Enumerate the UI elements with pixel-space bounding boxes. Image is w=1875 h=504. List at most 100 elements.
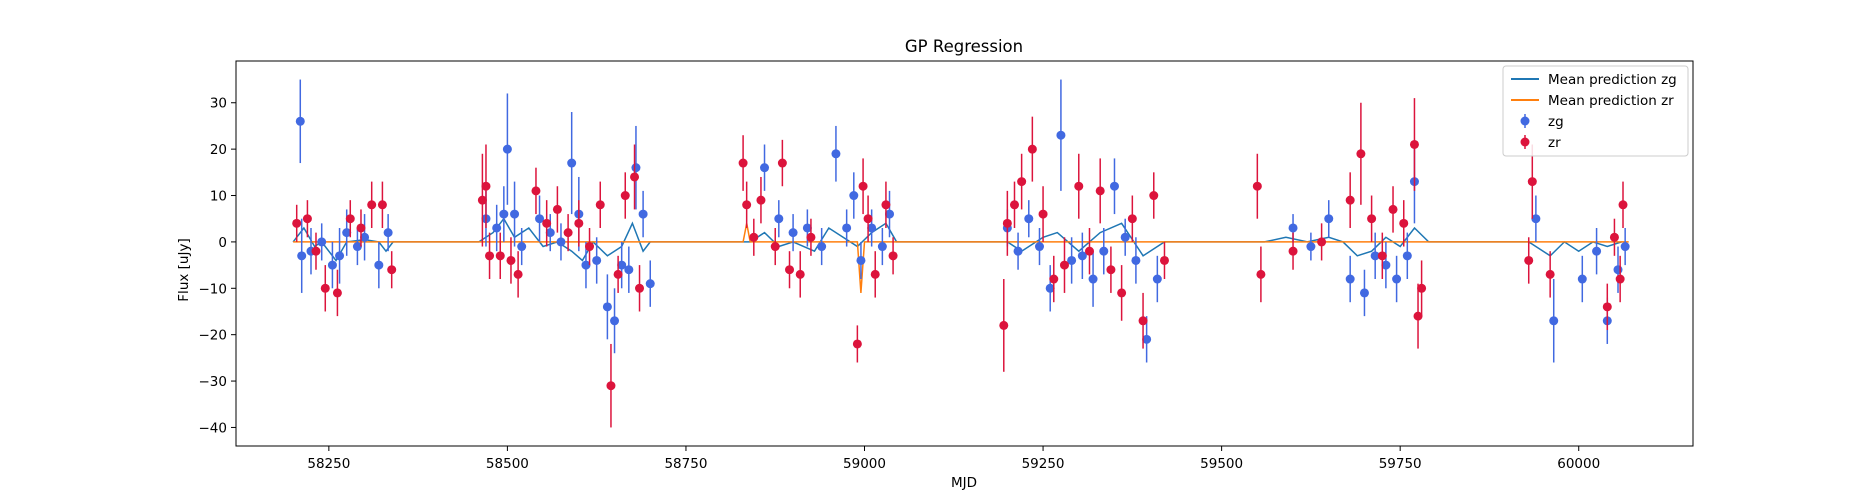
point-zr (367, 200, 377, 210)
point-zr (742, 200, 752, 210)
x-axis-label: MJD (951, 475, 977, 491)
y-axis-ticks: −40 −30 −20 −10 0 10 20 30 (199, 96, 236, 436)
point-zr (542, 218, 552, 228)
point-zg (831, 149, 841, 159)
point-zr (630, 172, 640, 182)
point-zr (1059, 260, 1069, 270)
line-mean-prediction-zr (293, 223, 1629, 293)
point-zg (1577, 274, 1587, 284)
point-zr (1074, 181, 1084, 191)
point-zr (311, 246, 321, 256)
point-zr (1049, 274, 1059, 284)
point-zr (563, 228, 573, 238)
point-zg (1034, 242, 1044, 252)
point-zr (881, 200, 891, 210)
y-tick-label: 30 (210, 96, 227, 112)
plot-frame (235, 60, 1694, 447)
point-zg (624, 265, 634, 275)
chart-title: GP Regression (905, 37, 1023, 56)
point-zg (1099, 246, 1109, 256)
point-zr (320, 283, 330, 293)
point-zr (1002, 218, 1012, 228)
point-zr (377, 200, 387, 210)
legend-label: Mean prediction zr (1548, 93, 1674, 109)
point-zr (302, 214, 312, 224)
point-zg (1077, 251, 1087, 261)
point-zg (774, 214, 784, 224)
point-zr (1602, 302, 1612, 312)
point-zr (888, 251, 898, 261)
point-zg (817, 242, 827, 252)
point-zg (617, 260, 627, 270)
point-zr (1356, 149, 1366, 159)
point-zg (581, 260, 591, 270)
y-tick-label: −30 (199, 374, 228, 390)
point-zg (335, 251, 345, 261)
point-zr (1084, 246, 1094, 256)
y-tick-label: −10 (199, 281, 228, 297)
point-zr (1609, 232, 1619, 242)
point-zg (1613, 265, 1623, 275)
point-zg (510, 209, 520, 219)
point-zr (481, 181, 491, 191)
y-tick-label: 0 (218, 235, 227, 251)
point-zg (1056, 130, 1066, 140)
point-zg (1592, 246, 1602, 256)
point-zr (749, 232, 759, 242)
point-zr (552, 204, 562, 214)
point-zg (545, 228, 555, 238)
point-zr (1252, 181, 1262, 191)
point-zg (849, 191, 859, 201)
legend-label: Mean prediction zg (1548, 72, 1677, 88)
point-zg (802, 223, 812, 233)
point-zg (1359, 288, 1369, 298)
point-zg (502, 144, 512, 154)
legend-item: zr (1520, 135, 1561, 151)
point-zg (885, 209, 895, 219)
point-zr (1009, 200, 1019, 210)
point-zr (506, 255, 516, 265)
point-zg (492, 223, 502, 233)
legend-label: zr (1548, 135, 1561, 151)
point-zr (485, 251, 495, 261)
point-zr (1413, 311, 1423, 321)
point-zg (1620, 242, 1630, 252)
point-zg (1120, 232, 1130, 242)
y-tick-label: 10 (210, 189, 227, 205)
point-zr (1038, 209, 1048, 219)
point-zr (1618, 200, 1628, 210)
x-tick-label: 59750 (1379, 456, 1422, 472)
point-zr (1138, 316, 1148, 326)
point-zr (785, 265, 795, 275)
point-zg (638, 209, 648, 219)
x-tick-label: 59250 (1022, 456, 1065, 472)
point-zg (342, 228, 352, 238)
point-zg (1142, 334, 1152, 344)
point-zr (852, 339, 862, 349)
point-zr (495, 251, 505, 261)
point-zg (1402, 251, 1412, 261)
point-zg (317, 237, 327, 247)
point-zr (1127, 214, 1137, 224)
point-zg (535, 214, 545, 224)
point-zr (345, 214, 355, 224)
point-zr (1615, 274, 1625, 284)
point-zr (1095, 186, 1105, 196)
legend-marker-swatch (1520, 137, 1530, 147)
point-zr (770, 242, 780, 252)
point-zr (356, 223, 366, 233)
point-zg (877, 242, 887, 252)
point-zr (1367, 214, 1377, 224)
point-zr (863, 214, 873, 224)
point-zg (352, 242, 362, 252)
point-zr (1256, 269, 1266, 279)
legend-item: Mean prediction zr (1511, 93, 1674, 109)
point-zr (756, 195, 766, 205)
point-zg (788, 228, 798, 238)
legend-marker-swatch (1520, 116, 1530, 126)
legend: Mean prediction zg Mean prediction zr zg zr (1502, 65, 1689, 157)
point-zr (1317, 237, 1327, 247)
point-zg (645, 279, 655, 289)
